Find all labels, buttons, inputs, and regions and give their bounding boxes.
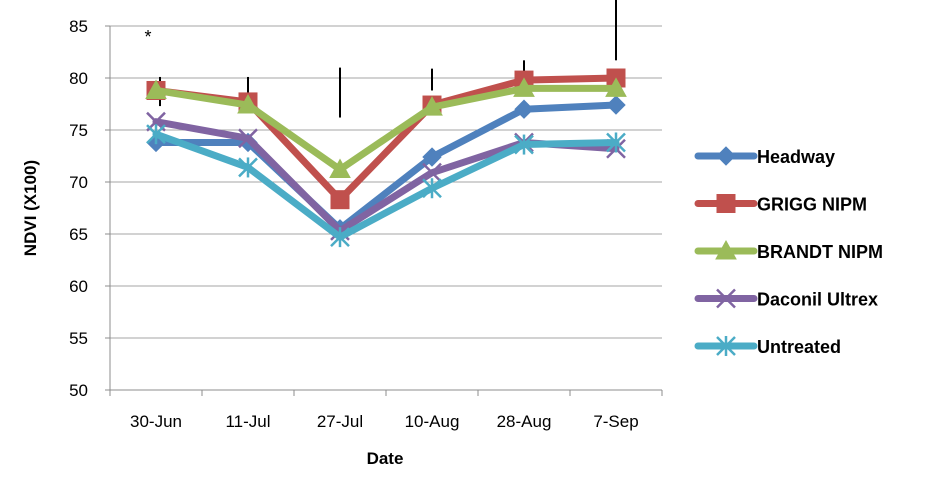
y-tick-labels: 50 55 60 65 70 75 80 85 [69, 17, 88, 400]
data-point-brandt-nipm-10-Aug [421, 96, 443, 116]
gridlines [110, 25, 662, 339]
x-tick-label-11-Jul: 11-Jul [225, 412, 270, 431]
data-point-grigg-nipm-27-Jul [330, 190, 350, 210]
data-point-untreated-10-Aug [422, 178, 442, 199]
data-point-headway-7-Sep [606, 95, 626, 115]
legend-entry-grigg-nipm: GRIGG NIPM [694, 194, 867, 215]
series-line-untreated [152, 130, 620, 241]
legend-marker-brandt-nipm [715, 239, 737, 260]
x-tick-label-28-Aug: 28-Aug [497, 412, 552, 431]
x-tick-label-27-Jul: 27-Jul [317, 412, 363, 431]
series-daconil-ultrex [146, 111, 626, 241]
legend-marker-headway [716, 146, 736, 166]
data-point-brandt-nipm-28-Aug [513, 77, 535, 97]
data-point-daconil-ultrex-10-Aug [422, 162, 442, 183]
legend-entry-brandt-nipm: BRANDT NIPM [694, 239, 883, 262]
y-tick-label-75: 75 [69, 121, 88, 140]
axes [105, 25, 663, 396]
y-tick-label-65: 65 [69, 225, 88, 244]
data-point-untreated-7-Sep [606, 132, 626, 153]
annotations: * [144, 27, 151, 47]
legend-entry-daconil-ultrex: Daconil Ultrex [694, 288, 878, 310]
legend: Headway GRIGG NIPM BRANDT NIPM Daconil Ultr… [694, 146, 883, 357]
series-lines [145, 68, 627, 248]
data-point-untreated-30-Jun [146, 124, 166, 145]
x-tick-labels: 30-Jun 11-Jul 27-Jul 10-Aug 28-Aug 7-Sep [130, 412, 639, 431]
y-axis-title: NDVI (X100) [21, 160, 40, 256]
legend-marker-grigg-nipm [716, 194, 736, 213]
data-point-brandt-nipm-27-Jul [329, 158, 351, 179]
series-line-headway [152, 101, 620, 233]
legend-entry-headway: Headway [694, 146, 835, 167]
legend-marker-untreated [716, 336, 736, 356]
data-point-untreated-27-Jul [330, 227, 350, 248]
y-tick-label-50: 50 [69, 381, 88, 400]
legend-label-daconil-ultrex: Daconil Ultrex [757, 290, 878, 310]
legend-label-grigg-nipm: GRIGG NIPM [757, 195, 867, 215]
data-point-daconil-ultrex-11-Jul [238, 128, 258, 149]
legend-marker-daconil-ultrex [716, 288, 736, 309]
y-tick-label-70: 70 [69, 173, 88, 192]
x-axis-title: Date [367, 449, 404, 468]
y-tick-label-55: 55 [69, 329, 88, 348]
x-tick-label-30-Jun: 30-Jun [130, 412, 182, 431]
y-tick-label-85: 85 [69, 17, 88, 36]
legend-label-headway: Headway [757, 147, 835, 167]
legend-label-brandt-nipm: BRANDT NIPM [757, 242, 883, 262]
data-point-untreated-28-Aug [514, 134, 534, 155]
y-tick-label-80: 80 [69, 69, 88, 88]
x-tick-label-7-Sep: 7-Sep [593, 412, 638, 431]
series-line-brandt-nipm [152, 84, 620, 174]
series-brandt-nipm [145, 77, 627, 179]
series-untreated [146, 124, 626, 248]
data-point-headway-10-Aug [422, 147, 442, 167]
x-tick-label-10-Aug: 10-Aug [405, 412, 460, 431]
legend-label-untreated: Untreated [757, 337, 841, 357]
data-point-brandt-nipm-7-Sep [605, 77, 627, 97]
data-point-brandt-nipm-30-Jun [145, 79, 167, 99]
data-point-brandt-nipm-11-Jul [237, 94, 259, 114]
data-point-headway-28-Aug [514, 99, 534, 119]
annotation-30-Jun: * [144, 27, 151, 47]
data-point-untreated-11-Jul [238, 157, 258, 178]
legend-entry-untreated: Untreated [694, 336, 841, 357]
y-tick-label-60: 60 [69, 277, 88, 296]
